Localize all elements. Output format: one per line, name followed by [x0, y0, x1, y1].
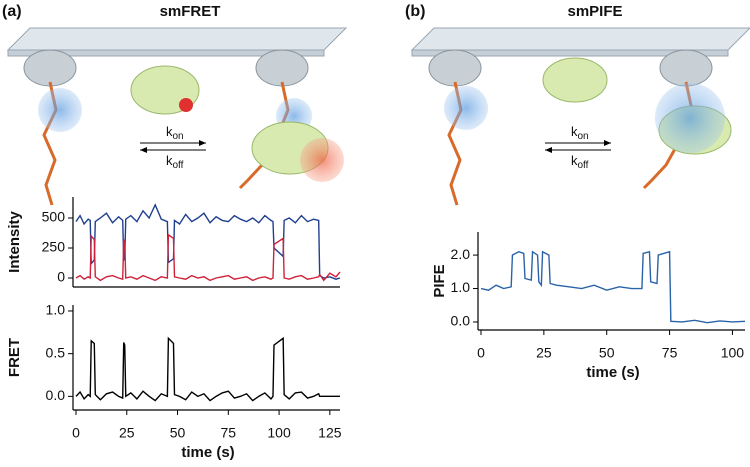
y-tick-label: 250: [42, 239, 66, 255]
panel-label: (b): [405, 3, 425, 20]
data-line: [75, 233, 341, 282]
y-tick-label: 500: [42, 209, 66, 225]
y-tick-label: 1.0: [451, 279, 471, 295]
y-tick-label: 0.5: [46, 344, 66, 360]
y-tick-label: 0: [57, 269, 65, 285]
x-tick-label: 100: [267, 425, 291, 441]
x-axis-label: time (s): [181, 444, 234, 461]
y-tick-label: 0.0: [46, 387, 66, 403]
panel-label: (a): [2, 3, 22, 20]
rate-label: kon: [166, 124, 184, 141]
x-tick-label: 50: [599, 345, 615, 361]
data-line: [480, 250, 746, 324]
y-tick-label: 2.0: [451, 246, 471, 262]
rate-label: koff: [166, 153, 184, 170]
x-tick-label: 100: [721, 345, 745, 361]
x-tick-label: 125: [318, 425, 342, 441]
y-tick-label: 1.0: [46, 302, 66, 318]
x-tick-label: 75: [662, 345, 678, 361]
data-line: [75, 203, 341, 280]
x-tick-label: 25: [536, 345, 552, 361]
y-axis-label: PIFE: [431, 264, 448, 297]
x-axis-label: time (s): [586, 364, 639, 381]
x-tick-label: 0: [72, 425, 80, 441]
data-line: [75, 336, 340, 402]
x-tick-label: 0: [477, 345, 485, 361]
y-axis-label: Intensity: [6, 211, 23, 273]
rate-label: kon: [571, 124, 589, 141]
y-axis-label: FRET: [6, 338, 23, 377]
x-tick-label: 75: [221, 425, 237, 441]
illustration-b: [410, 27, 750, 206]
illustration-a: [6, 27, 348, 206]
x-tick-label: 50: [170, 425, 186, 441]
x-tick-label: 25: [119, 425, 135, 441]
panel-title: smFRET: [160, 3, 221, 20]
panel-title: smPIFE: [567, 3, 622, 20]
y-tick-label: 0.0: [451, 313, 471, 329]
rate-label: koff: [571, 153, 589, 170]
